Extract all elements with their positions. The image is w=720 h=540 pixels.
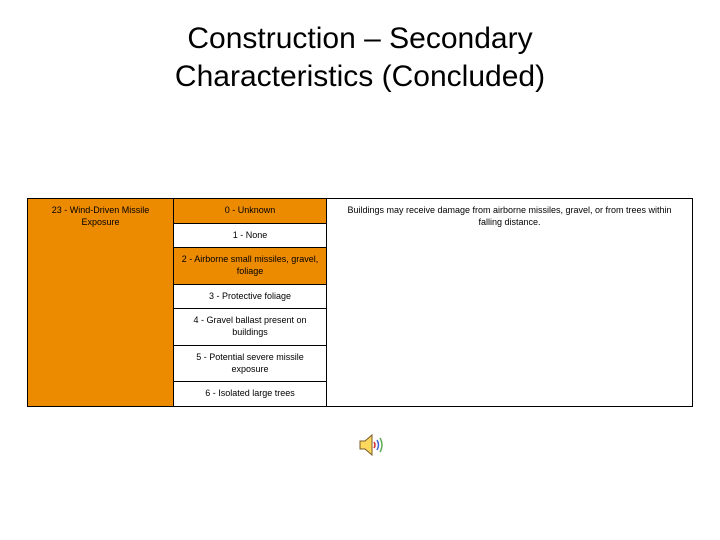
option-cell: 2 - Airborne small missiles, gravel, fol… [174,248,327,284]
option-label: 0 - Unknown [225,205,276,217]
description-cell: Buildings may receive damage from airbor… [327,199,692,406]
title-line-1: Construction – Secondary [187,22,532,55]
option-cell: 5 - Potential severe missile exposure [174,346,327,382]
option-cell: 1 - None [174,224,327,249]
option-cell: 3 - Protective foliage [174,285,327,310]
option-label: 4 - Gravel ballast present on buildings [178,315,322,338]
slide-title: Construction – Secondary Characteristics… [0,0,720,95]
title-line-2: Characteristics (Concluded) [175,60,545,93]
row-header-cell: 23 - Wind-Driven Missile Exposure [28,199,174,406]
option-label: 3 - Protective foliage [209,291,291,303]
characteristics-table: 23 - Wind-Driven Missile Exposure 0 - Un… [27,198,693,407]
option-label: 6 - Isolated large trees [205,388,295,400]
option-label: 5 - Potential severe missile exposure [178,352,322,375]
description-text: Buildings may receive damage from airbor… [335,205,684,228]
option-cell: 0 - Unknown [174,199,327,224]
option-label: 1 - None [233,230,268,242]
option-cell: 4 - Gravel ballast present on buildings [174,309,327,345]
option-cell: 6 - Isolated large trees [174,382,327,406]
speaker-icon [358,432,386,458]
row-header-label: 23 - Wind-Driven Missile Exposure [32,205,169,228]
option-label: 2 - Airborne small missiles, gravel, fol… [178,254,322,277]
middle-column: 0 - Unknown 1 - None 2 - Airborne small mi… [174,199,327,406]
